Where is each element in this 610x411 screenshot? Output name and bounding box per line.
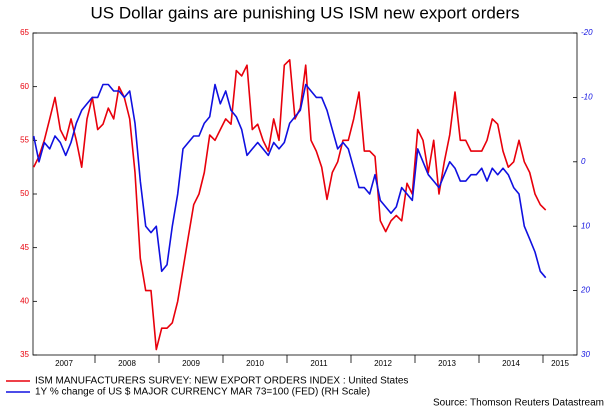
plot-frame [32,32,578,356]
y-tick-label: 40 [20,296,29,305]
y-tick-label: 35 [20,350,29,359]
series-line [32,59,547,351]
y2-tick-label: -10 [581,93,593,102]
x-tick-label: 2010 [246,359,264,368]
y2-tick-label: -20 [581,28,593,37]
series-line [32,83,547,279]
y2-tick-label: 20 [580,286,590,295]
x-tick-label: 2011 [310,359,328,368]
chart-title: US Dollar gains are punishing US ISM new… [91,3,520,22]
x-tick-label: 2015 [551,359,569,368]
y2-tick-label: 0 [581,157,586,166]
y-tick-label: 50 [20,189,29,198]
x-tick-label: 2012 [374,359,392,368]
legend-label: 1Y % change of US $ MAJOR CURRENCY MAR 7… [35,387,370,398]
y2-tick-label: 10 [581,221,590,230]
source: Source: Thomson Reuters Datastream [433,398,604,409]
y2-tick-label: 30 [581,350,590,359]
x-tick-label: 2008 [118,359,136,368]
y-tick-label: 55 [20,135,29,144]
x-tick-label: 2007 [55,359,73,368]
y-tick-label: 45 [20,243,29,252]
legend-label: ISM MANUFACTURERS SURVEY: NEW EXPORT ORD… [35,376,408,387]
x-tick-label: 2013 [438,359,456,368]
y-tick-label: 65 [20,28,29,37]
x-tick-label: 2014 [502,359,520,368]
x-tick-label: 2009 [182,359,200,368]
y-tick-label: 60 [20,82,29,91]
